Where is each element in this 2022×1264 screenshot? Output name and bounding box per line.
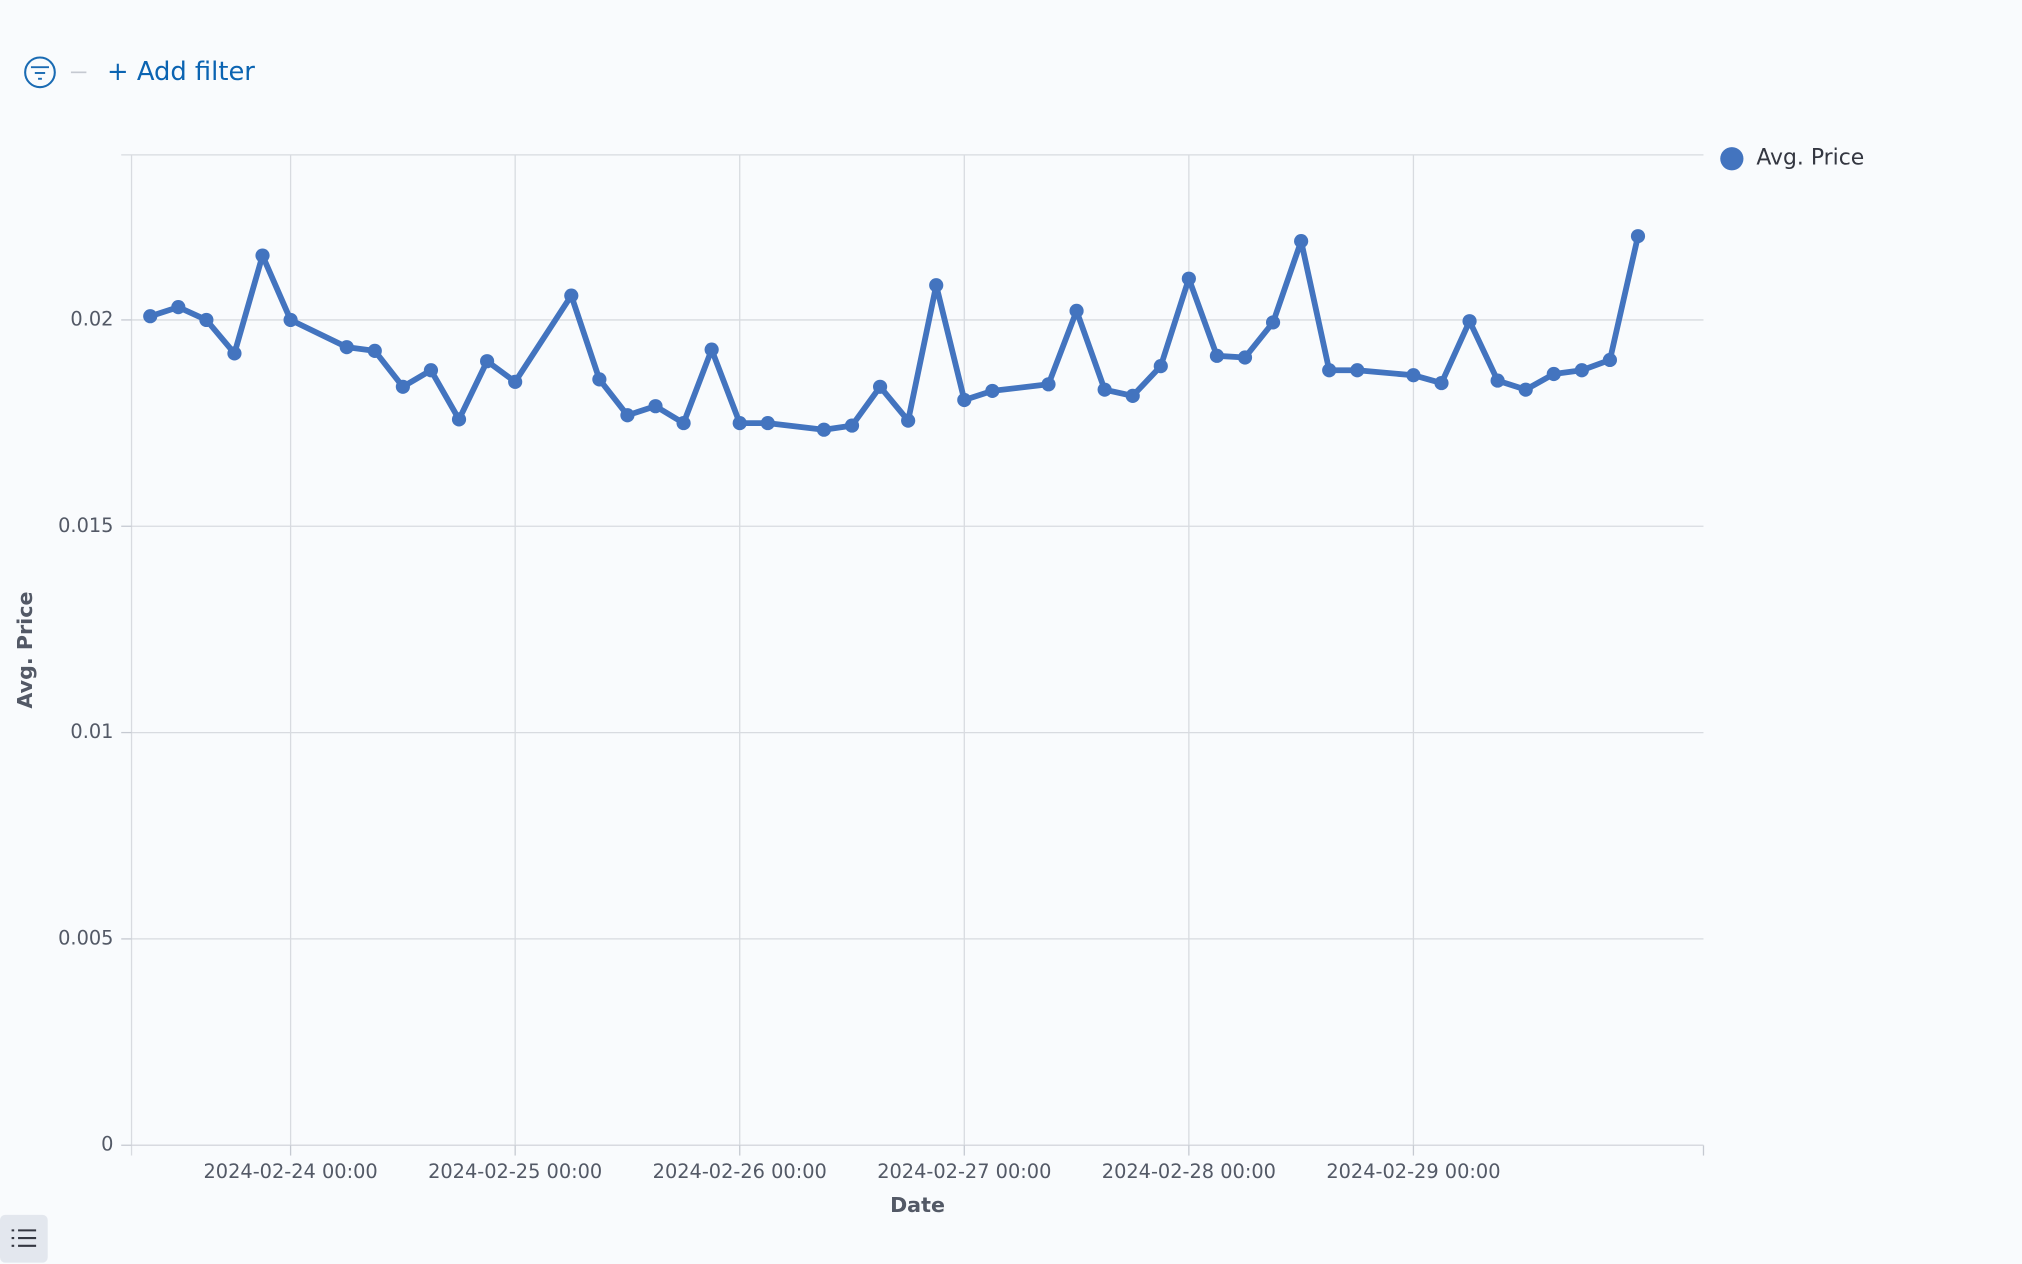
data-point: [648, 399, 663, 414]
data-point: [1069, 303, 1084, 318]
data-point: [1602, 352, 1618, 368]
data-point: [283, 312, 298, 328]
x-tick-label: 2024-02-25 00:00: [428, 1160, 602, 1183]
y-axis-title: Avg. Price: [13, 592, 37, 709]
data-point: [732, 416, 747, 431]
data-point: [1462, 314, 1477, 329]
data-point: [1434, 375, 1449, 391]
data-point: [480, 354, 495, 369]
data-point: [872, 379, 888, 394]
data-point: [1322, 363, 1337, 378]
data-point: [1350, 363, 1365, 378]
data-point: [844, 418, 860, 433]
legend-marker: [1720, 147, 1744, 171]
y-tick-label: 0.015: [58, 514, 113, 537]
data-point: [1153, 359, 1168, 374]
data-point: [508, 374, 523, 389]
data-point: [339, 340, 354, 355]
x-tick-label: 2024-02-29 00:00: [1326, 1160, 1500, 1183]
data-point: [901, 413, 916, 428]
data-point: [1546, 366, 1561, 382]
legend-toggle[interactable]: [0, 1214, 48, 1263]
data-point: [1181, 271, 1196, 286]
x-tick-label: 2024-02-28 00:00: [1102, 1160, 1276, 1183]
legend-label: Avg. Price: [1756, 146, 1864, 171]
data-point: [451, 412, 467, 427]
y-tick-label: 0.005: [58, 926, 113, 949]
legend-toggle-icon: [11, 1229, 37, 1247]
data-point: [816, 422, 832, 437]
data-point: [1265, 315, 1281, 330]
data-point: [423, 363, 439, 378]
data-point: [620, 408, 635, 423]
filter-icon: [24, 56, 56, 89]
y-tick-label: 0: [101, 1133, 113, 1156]
x-tick-label: 2024-02-26 00:00: [653, 1160, 827, 1183]
filter-button[interactable]: [24, 56, 56, 89]
y-tick-label: 0.02: [70, 307, 113, 330]
data-point: [1490, 373, 1505, 388]
data-point: [255, 248, 270, 263]
data-point: [1125, 388, 1140, 403]
data-point: [676, 416, 691, 431]
x-tick-label: 2024-02-27 00:00: [877, 1160, 1051, 1183]
data-point: [1237, 350, 1253, 365]
data-point: [760, 416, 775, 431]
data-point: [367, 343, 382, 358]
data-point: [171, 300, 186, 315]
data-point: [1406, 368, 1421, 383]
data-point: [1041, 377, 1056, 392]
data-point: [592, 372, 607, 387]
series-line: [149, 235, 1641, 433]
data-point: [143, 309, 158, 324]
data-point: [564, 288, 579, 303]
data-point: [929, 278, 944, 293]
data-point: [704, 342, 719, 357]
x-axis-title: Date: [890, 1193, 945, 1217]
data-point: [199, 312, 214, 328]
data-point: [1209, 348, 1225, 363]
data-point: [1574, 363, 1589, 378]
data-point: [395, 379, 410, 394]
data-point: [1630, 229, 1646, 244]
y-tick-label: 0.01: [70, 720, 113, 743]
data-point: [957, 392, 972, 408]
data-point: [1294, 234, 1309, 249]
plot: 0 0.005 0.01 0.015 0.02 2024-02-24 00:00 2024-…: [13, 146, 1865, 1217]
data-point: [227, 346, 242, 361]
data-point: [985, 383, 1000, 398]
x-tick-label: 2024-02-24 00:00: [204, 1160, 378, 1183]
data-point: [1097, 382, 1112, 397]
data-point: [1518, 382, 1533, 397]
add-filter[interactable]: + Add filter: [107, 57, 255, 87]
